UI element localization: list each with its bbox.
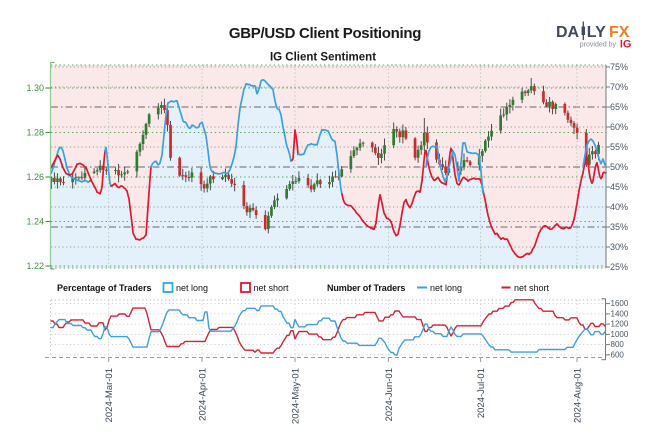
svg-text:2024-Jun-01: 2024-Jun-01 (384, 368, 395, 421)
svg-text:60%: 60% (610, 122, 628, 132)
svg-text:net long: net long (176, 283, 208, 293)
svg-text:40%: 40% (610, 202, 628, 212)
svg-text:net long: net long (430, 283, 462, 293)
svg-text:75%: 75% (610, 62, 628, 72)
svg-text:2024-Apr-01: 2024-Apr-01 (198, 368, 209, 421)
svg-text:DA: DA (556, 24, 580, 41)
svg-text:FX: FX (609, 24, 630, 41)
svg-text:1.22: 1.22 (26, 261, 44, 271)
svg-text:35%: 35% (610, 222, 628, 232)
svg-text:1600: 1600 (611, 299, 629, 308)
svg-text:600: 600 (611, 351, 625, 360)
svg-text:2024-Aug-01: 2024-Aug-01 (573, 368, 584, 423)
svg-text:2024-May-01: 2024-May-01 (291, 368, 302, 424)
svg-text:IG: IG (620, 39, 632, 51)
svg-text:70%: 70% (610, 82, 628, 92)
svg-text:50%: 50% (610, 162, 628, 172)
svg-text:Percentage of Traders: Percentage of Traders (57, 283, 152, 293)
svg-text:Number of Traders: Number of Traders (327, 283, 405, 293)
svg-text:45%: 45% (610, 182, 628, 192)
svg-text:2024-Jul-01: 2024-Jul-01 (476, 368, 487, 418)
svg-text:25%: 25% (610, 262, 628, 272)
svg-text:1200: 1200 (611, 320, 629, 329)
svg-text:1.30: 1.30 (26, 83, 44, 93)
svg-text:net short: net short (514, 283, 550, 293)
svg-text:IG Client Sentiment: IG Client Sentiment (270, 52, 376, 64)
svg-text:net short: net short (254, 283, 290, 293)
svg-text:800: 800 (611, 340, 625, 349)
svg-text:55%: 55% (610, 142, 628, 152)
svg-text:LY: LY (587, 24, 606, 41)
svg-text:1000: 1000 (611, 330, 629, 339)
svg-text:GBP/USD Client Positioning: GBP/USD Client Positioning (229, 25, 421, 42)
svg-text:65%: 65% (610, 102, 628, 112)
svg-text:30%: 30% (610, 242, 628, 252)
svg-text:1.26: 1.26 (26, 172, 44, 182)
svg-text:1.28: 1.28 (26, 128, 44, 138)
svg-text:1400: 1400 (611, 310, 629, 319)
svg-text:2024-Mar-01: 2024-Mar-01 (104, 368, 115, 422)
svg-text:provided by: provided by (580, 41, 617, 48)
svg-text:1.24: 1.24 (26, 217, 44, 227)
